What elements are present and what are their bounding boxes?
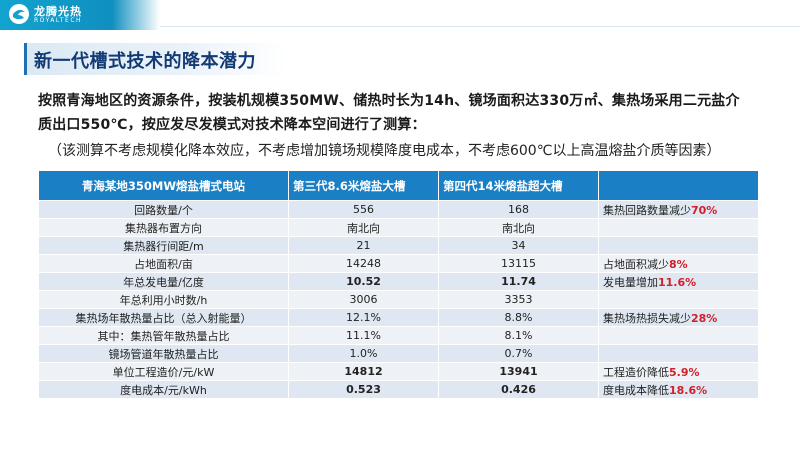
gen3-value: 12.1% <box>288 308 439 327</box>
intro-line-1: 按照青海地区的资源条件，按装机规模350MW、储热时长为14h、镜场面积达330… <box>38 93 740 109</box>
row-label: 占地面积/亩 <box>38 254 289 273</box>
change-note-text: 度电成本降低 <box>603 383 669 397</box>
gen4-value: 8.1% <box>438 326 599 345</box>
change-note: 集热场热损失减少28% <box>598 308 759 327</box>
top-divider <box>160 26 800 27</box>
table-header-row: 青海某地350MW熔盐槽式电站 第三代8.6米熔盐大槽 第四代14米熔盐超大槽 <box>38 170 759 201</box>
table-row: 集热器布置方向 南北向 南北向 <box>38 218 759 237</box>
gen3-value: 1.0% <box>288 344 439 363</box>
row-label: 镜场管道年散热量占比 <box>38 344 289 363</box>
brand-logo: 龙腾光热 ROYALTECH <box>0 0 160 30</box>
row-label: 集热器行间距/m <box>38 236 289 255</box>
gen4-value: 34 <box>438 236 599 255</box>
row-label: 年总发电量/亿度 <box>38 272 289 291</box>
change-note <box>598 290 759 309</box>
gen4-value: 3353 <box>438 290 599 309</box>
change-note-highlight: 8% <box>669 257 688 271</box>
change-note: 集热回路数量减少70% <box>598 200 759 219</box>
change-note <box>598 344 759 363</box>
change-note-highlight: 11.6% <box>658 275 697 289</box>
gen3-value: 南北向 <box>288 218 439 237</box>
row-label: 其中：集热管年散热量占比 <box>38 326 289 345</box>
gen4-value: 168 <box>438 200 599 219</box>
gen4-value: 11.74 <box>438 272 599 291</box>
change-note: 度电成本降低18.6% <box>598 380 759 399</box>
header-gen4: 第四代14米熔盐超大槽 <box>438 170 599 201</box>
assumption-note: （该测算不考虑规模化降本效应，不考虑增加镜场规模降度电成本，不考虑600℃以上高… <box>48 143 721 159</box>
comparison-table: 青海某地350MW熔盐槽式电站 第三代8.6米熔盐大槽 第四代14米熔盐超大槽 … <box>38 170 759 399</box>
intro-line-2: 质出口550℃，按应发尽发模式对技术降本空间进行了测算： <box>38 117 426 133</box>
change-note-text: 集热场热损失减少 <box>603 311 691 325</box>
gen3-value: 3006 <box>288 290 439 309</box>
header-note <box>598 170 759 201</box>
change-note: 占地面积减少8% <box>598 254 759 273</box>
change-note <box>598 326 759 345</box>
row-label: 度电成本/元/kWh <box>38 380 289 399</box>
change-note: 发电量增加11.6% <box>598 272 759 291</box>
gen4-value: 8.8% <box>438 308 599 327</box>
gen3-value: 14812 <box>288 362 439 381</box>
gen4-value: 13941 <box>438 362 599 381</box>
table-row: 年总利用小时数/h 3006 3353 <box>38 290 759 309</box>
gen3-value: 10.52 <box>288 272 439 291</box>
row-label: 年总利用小时数/h <box>38 290 289 309</box>
change-note <box>598 236 759 255</box>
royaltech-logo-icon <box>9 4 29 24</box>
row-label: 集热场年散热量占比（总入射能量） <box>38 308 289 327</box>
gen3-value: 11.1% <box>288 326 439 345</box>
gen3-value: 14248 <box>288 254 439 273</box>
gen3-value: 21 <box>288 236 439 255</box>
change-note-text: 集热回路数量减少 <box>603 203 691 217</box>
table-row: 镜场管道年散热量占比 1.0% 0.7% <box>38 344 759 363</box>
gen4-value: 0.7% <box>438 344 599 363</box>
gen3-value: 556 <box>288 200 439 219</box>
change-note-highlight: 5.9% <box>669 365 700 379</box>
table-row: 年总发电量/亿度 10.52 11.74 发电量增加11.6% <box>38 272 759 291</box>
brand-sub: ROYALTECH <box>34 17 83 24</box>
gen4-value: 南北向 <box>438 218 599 237</box>
header-station: 青海某地350MW熔盐槽式电站 <box>38 170 289 201</box>
table-row: 度电成本/元/kWh 0.523 0.426 度电成本降低18.6% <box>38 380 759 399</box>
change-note-text: 工程造价降低 <box>603 365 669 379</box>
page-title: 新一代槽式技术的降本潜力 <box>34 51 256 72</box>
change-note-highlight: 28% <box>691 311 718 325</box>
top-bar: 龙腾光热 ROYALTECH <box>0 0 800 30</box>
change-note-text: 占地面积减少 <box>603 257 669 271</box>
header-gen3: 第三代8.6米熔盐大槽 <box>288 170 439 201</box>
gen4-value: 0.426 <box>438 380 599 399</box>
change-note <box>598 218 759 237</box>
row-label: 集热器布置方向 <box>38 218 289 237</box>
table-row: 集热器行间距/m 21 34 <box>38 236 759 255</box>
change-note-highlight: 70% <box>691 203 718 217</box>
title-background <box>24 43 287 75</box>
table-row: 单位工程造价/元/kW 14812 13941 工程造价降低5.9% <box>38 362 759 381</box>
change-note-highlight: 18.6% <box>669 383 708 397</box>
table-row: 回路数量/个 556 168 集热回路数量减少70% <box>38 200 759 219</box>
row-label: 单位工程造价/元/kW <box>38 362 289 381</box>
gen3-value: 0.523 <box>288 380 439 399</box>
change-note: 工程造价降低5.9% <box>598 362 759 381</box>
gen4-value: 13115 <box>438 254 599 273</box>
table-row: 集热场年散热量占比（总入射能量） 12.1% 8.8% 集热场热损失减少28% <box>38 308 759 327</box>
row-label: 回路数量/个 <box>38 200 289 219</box>
table-row: 占地面积/亩 14248 13115 占地面积减少8% <box>38 254 759 273</box>
table-row: 其中：集热管年散热量占比 11.1% 8.1% <box>38 326 759 345</box>
change-note-text: 发电量增加 <box>603 275 658 289</box>
brand-name: 龙腾光热 <box>34 5 82 18</box>
